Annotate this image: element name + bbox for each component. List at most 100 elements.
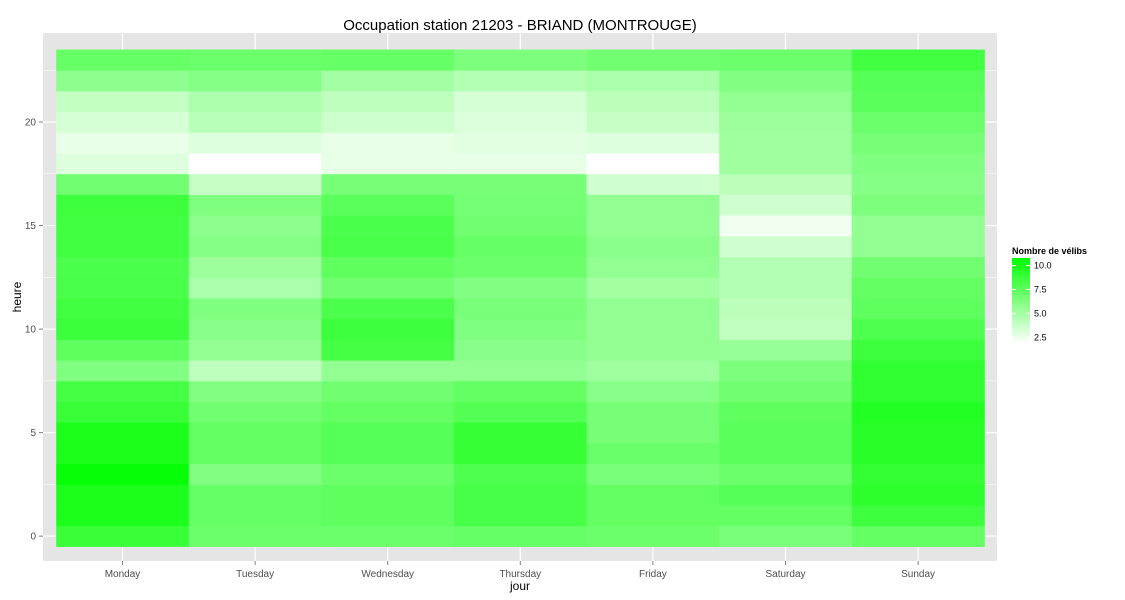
heatmap-tile — [188, 194, 322, 216]
heatmap-tile — [586, 298, 720, 320]
heatmap-tile — [321, 277, 455, 299]
heatmap-tile — [321, 360, 455, 382]
heatmap-tile — [719, 463, 853, 485]
heatmap-tile — [454, 318, 587, 340]
heatmap-tile — [719, 173, 853, 195]
heatmap-tile — [188, 422, 322, 444]
heatmap-tile — [56, 153, 190, 175]
x-tick-label: Tuesday — [236, 569, 274, 580]
legend-title: Nombre de vélibs — [1012, 246, 1087, 256]
legend-label: 2.5 — [1034, 332, 1047, 342]
heatmap-tile — [188, 215, 322, 237]
heatmap-tile — [851, 339, 985, 361]
heatmap-tile — [56, 235, 190, 258]
heatmap-tile — [56, 484, 190, 506]
heatmap-tile — [719, 49, 853, 71]
heatmap-tile — [454, 256, 587, 278]
heatmap-tile — [719, 401, 853, 423]
heatmap-tile — [454, 442, 587, 465]
heatmap-tile — [719, 422, 853, 444]
heatmap-tile — [851, 111, 985, 133]
heatmap-tile — [321, 70, 455, 92]
x-tick-label: Monday — [105, 569, 141, 580]
heatmap-tile — [454, 360, 587, 382]
heatmap-tile — [851, 132, 985, 154]
heatmap-tile — [454, 132, 587, 154]
heatmap-tile — [321, 401, 455, 423]
heatmap-tile — [719, 380, 853, 402]
heatmap-tile — [454, 298, 587, 320]
heatmap-tile — [851, 173, 985, 195]
heatmap-tile — [188, 90, 322, 113]
heatmap-tile — [454, 194, 587, 216]
heatmap-tile — [851, 442, 985, 465]
heatmap-tile — [851, 277, 985, 299]
heatmap-tile — [454, 277, 587, 299]
heatmap-tile — [188, 70, 322, 92]
heatmap-tile — [321, 153, 455, 175]
heatmap-tiles — [56, 49, 985, 547]
heatmap-tile — [851, 360, 985, 382]
heatmap-tile — [321, 173, 455, 195]
heatmap-tile — [56, 277, 190, 299]
heatmap-tile — [851, 298, 985, 320]
heatmap-tile — [851, 463, 985, 485]
heatmap-tile — [321, 256, 455, 278]
heatmap-tile — [851, 505, 985, 527]
heatmap-tile — [188, 380, 322, 402]
heatmap-tile — [321, 442, 455, 465]
heatmap-tile — [321, 380, 455, 402]
x-tick-label: Saturday — [765, 569, 805, 580]
heatmap-tile — [56, 380, 190, 402]
legend: Nombre de vélibs 10.0 7.5 5.0 2.5 — [1012, 246, 1087, 344]
heatmap-tile — [454, 215, 587, 237]
heatmap-tile — [321, 194, 455, 216]
heatmap-tile — [454, 90, 587, 113]
heatmap-tile — [454, 463, 587, 485]
y-tick-label: 5 — [30, 428, 36, 439]
x-tick-label: Sunday — [901, 569, 935, 580]
heatmap-tile — [56, 215, 190, 237]
heatmap-tile — [188, 235, 322, 258]
x-tick-label: Friday — [639, 569, 667, 580]
heatmap-tile — [321, 90, 455, 113]
heatmap-tile — [454, 401, 587, 423]
heatmap-tile — [188, 277, 322, 299]
heatmap-tile — [719, 132, 853, 154]
heatmap-tile — [586, 380, 720, 402]
heatmap-tile — [586, 132, 720, 154]
heatmap-tile — [56, 70, 190, 92]
heatmap-tile — [56, 339, 190, 361]
heatmap-tile — [454, 525, 587, 547]
heatmap-tile — [586, 422, 720, 444]
heatmap-tile — [56, 298, 190, 320]
heatmap-tile — [454, 339, 587, 361]
heatmap-tile — [719, 235, 853, 258]
heatmap-tile — [719, 298, 853, 320]
heatmap-tile — [851, 49, 985, 71]
heatmap-tile — [719, 153, 853, 175]
heatmap-tile — [719, 360, 853, 382]
heatmap-tile — [851, 380, 985, 402]
heatmap-tile — [188, 173, 322, 195]
heatmap-tile — [851, 256, 985, 278]
legend-labels: 10.0 7.5 5.0 2.5 — [1012, 261, 1052, 342]
heatmap-tile — [454, 111, 587, 133]
y-axis: 0 5 10 15 20 — [25, 118, 43, 543]
heatmap-tile — [719, 525, 853, 547]
heatmap-tile — [188, 132, 322, 154]
heatmap-tile — [719, 90, 853, 113]
heatmap-tile — [719, 505, 853, 527]
x-axis-title: jour — [509, 579, 530, 593]
heatmap-tile — [719, 215, 853, 237]
heatmap-tile — [851, 194, 985, 216]
heatmap-tile — [586, 525, 720, 547]
heatmap-tile — [586, 173, 720, 195]
heatmap-tile — [188, 505, 322, 527]
heatmap-tile — [454, 49, 587, 71]
heatmap-tile — [454, 422, 587, 444]
y-tick-label: 15 — [25, 221, 37, 232]
heatmap-tile — [188, 525, 322, 547]
heatmap-tile — [586, 49, 720, 71]
heatmap-tile — [586, 360, 720, 382]
